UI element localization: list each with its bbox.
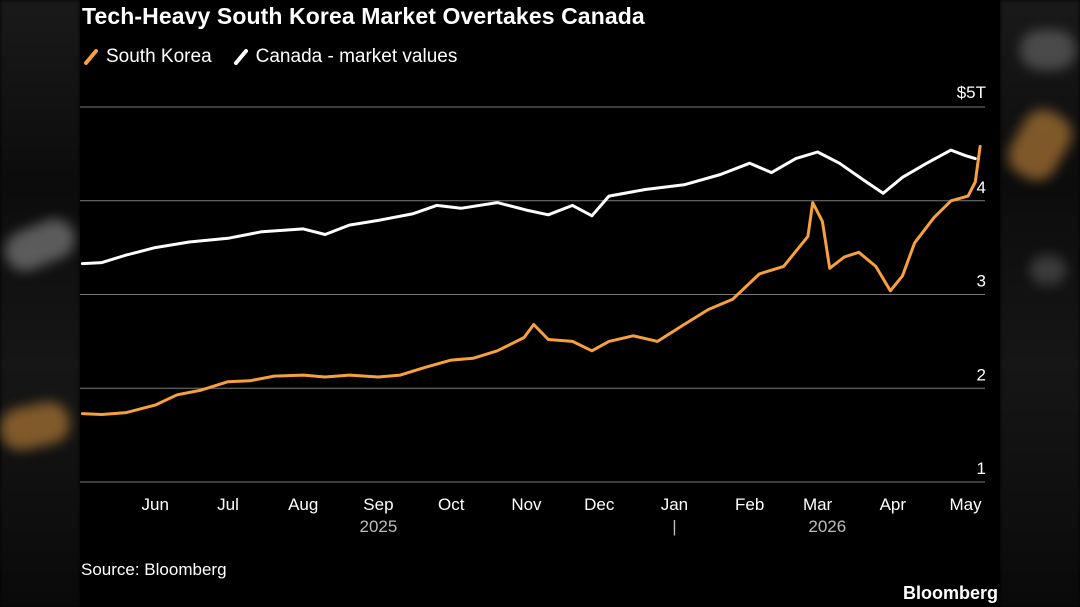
x-tick-label: Mar	[803, 495, 833, 514]
x-tick-label: Dec	[584, 495, 615, 514]
brand-logo: Bloomberg	[902, 583, 998, 603]
background-blur-right	[1000, 0, 1080, 607]
y-axis-labels: 1 2 3 4 $5T	[957, 83, 986, 478]
x-tick-label: Oct	[438, 495, 465, 514]
series-lines	[80, 144, 982, 416]
legend-swatch-canada	[233, 49, 248, 65]
x-year-label: 2026	[808, 517, 846, 536]
x-axis-labels: Jun Jul Aug Sep Oct Nov Dec Jan Feb Mar Apr May 2025…	[142, 495, 983, 536]
series-line-south-korea	[80, 144, 982, 416]
background-shape	[1030, 255, 1066, 285]
gridlines	[80, 106, 985, 483]
x-tick-label: Aug	[288, 495, 318, 514]
legend-label-canada: Canada - market values	[255, 46, 458, 67]
background-shape	[1020, 30, 1076, 70]
background-blur-left	[0, 0, 80, 607]
x-tick-label: Jan	[661, 495, 688, 514]
legend: South Korea Canada - market values	[84, 46, 457, 68]
y-tick-label: 2	[977, 365, 986, 384]
legend-swatch-south-korea	[84, 49, 98, 65]
chart-panel: Tech-Heavy South Korea Market Overtakes …	[80, 0, 1000, 607]
y-tick-label: 4	[977, 178, 986, 197]
x-tick-label: Feb	[735, 495, 764, 514]
x-tick-label: Jul	[217, 495, 239, 514]
x-tick-label: Jun	[142, 495, 169, 514]
chart-title: Tech-Heavy South Korea Market Overtakes …	[82, 3, 645, 29]
x-year-divider: |	[672, 517, 676, 536]
x-tick-label: May	[950, 495, 983, 514]
y-tick-label: 3	[977, 272, 986, 291]
series-line-canada	[80, 148, 977, 266]
legend-item-south-korea: South Korea	[84, 46, 212, 68]
x-tick-label: Apr	[880, 495, 907, 514]
y-tick-label: $5T	[957, 83, 986, 102]
y-tick-label: 1	[977, 459, 986, 478]
source-note: Source: Bloomberg	[81, 560, 227, 579]
x-tick-label: Sep	[363, 495, 393, 514]
legend-label-south-korea: South Korea	[106, 46, 212, 67]
line-chart: 1 2 3 4 $5T Jun Jul Aug Sep Oct Nov Dec Jan Feb Mar Ap…	[80, 83, 986, 536]
x-year-label: 2025	[360, 517, 398, 536]
legend-item-canada: Canada - market values	[233, 46, 458, 68]
x-tick-label: Nov	[511, 495, 542, 514]
